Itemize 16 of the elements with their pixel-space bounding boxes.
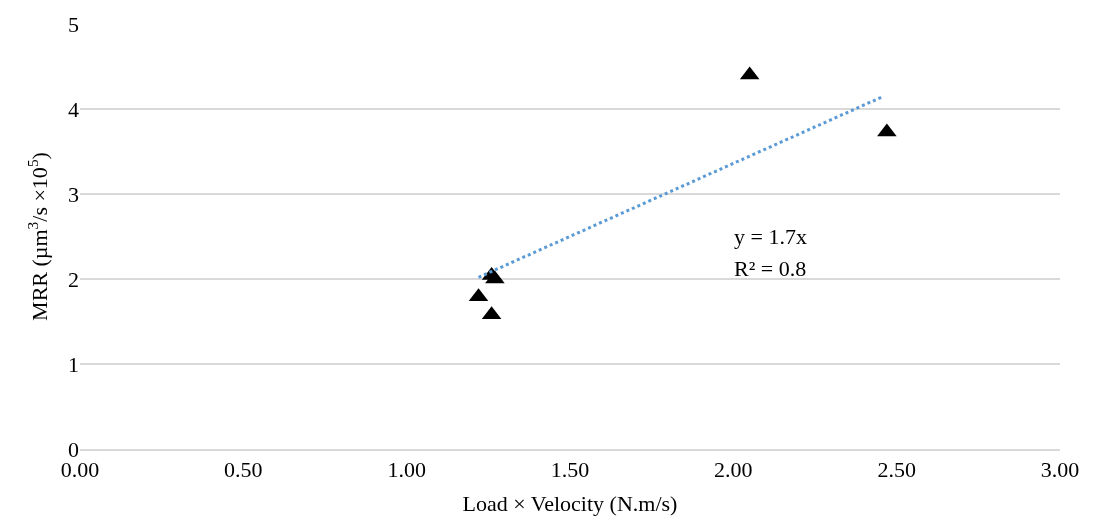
y-tick-label: 2 xyxy=(68,266,79,292)
x-tick-label: 2.50 xyxy=(877,457,916,483)
point xyxy=(485,270,505,284)
x-axis-title: Load × Velocity (N.m/s) xyxy=(462,490,678,516)
point xyxy=(877,123,897,137)
y-tick-label: 1 xyxy=(68,351,79,377)
x-tick-label: 1.50 xyxy=(550,457,590,483)
annotation: y = 1.7x xyxy=(734,224,807,249)
x-tick-label: 3.00 xyxy=(1040,457,1080,483)
x-tick-label: 2.00 xyxy=(714,457,753,483)
y-tick-label: 5 xyxy=(68,11,79,37)
x-tick-label: 0.50 xyxy=(224,457,263,483)
y-tick-label: 4 xyxy=(68,96,79,122)
annotation: R² = 0.8 xyxy=(734,256,807,281)
y-tick-label: 3 xyxy=(68,181,79,207)
x-tick-label: 1.00 xyxy=(387,457,426,483)
